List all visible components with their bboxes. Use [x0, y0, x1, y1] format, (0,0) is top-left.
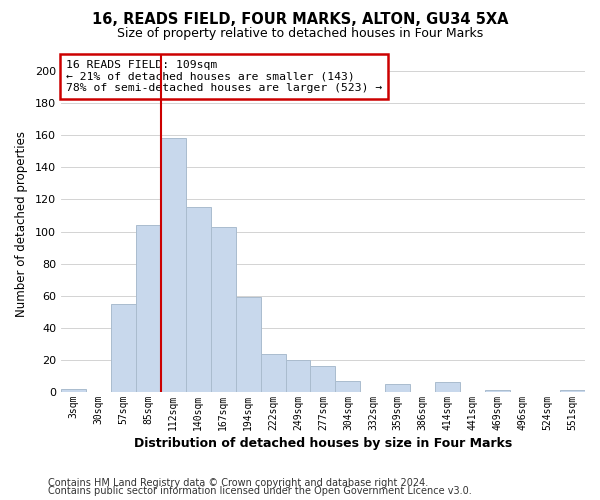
- Bar: [211, 226, 236, 392]
- Bar: [186, 208, 211, 392]
- Bar: [286, 360, 310, 392]
- Bar: [260, 354, 286, 392]
- Text: Size of property relative to detached houses in Four Marks: Size of property relative to detached ho…: [117, 28, 483, 40]
- Y-axis label: Number of detached properties: Number of detached properties: [15, 130, 28, 316]
- Bar: [61, 389, 86, 392]
- Text: 16 READS FIELD: 109sqm
← 21% of detached houses are smaller (143)
78% of semi-de: 16 READS FIELD: 109sqm ← 21% of detached…: [66, 60, 382, 94]
- Bar: [435, 382, 460, 392]
- Bar: [111, 304, 136, 392]
- Bar: [310, 366, 335, 392]
- Bar: [161, 138, 186, 392]
- Bar: [136, 225, 161, 392]
- Bar: [485, 390, 510, 392]
- Text: Contains HM Land Registry data © Crown copyright and database right 2024.: Contains HM Land Registry data © Crown c…: [48, 478, 428, 488]
- Bar: [236, 298, 260, 392]
- X-axis label: Distribution of detached houses by size in Four Marks: Distribution of detached houses by size …: [134, 437, 512, 450]
- Text: 16, READS FIELD, FOUR MARKS, ALTON, GU34 5XA: 16, READS FIELD, FOUR MARKS, ALTON, GU34…: [92, 12, 508, 28]
- Bar: [560, 390, 585, 392]
- Text: Contains public sector information licensed under the Open Government Licence v3: Contains public sector information licen…: [48, 486, 472, 496]
- Bar: [335, 381, 361, 392]
- Bar: [385, 384, 410, 392]
